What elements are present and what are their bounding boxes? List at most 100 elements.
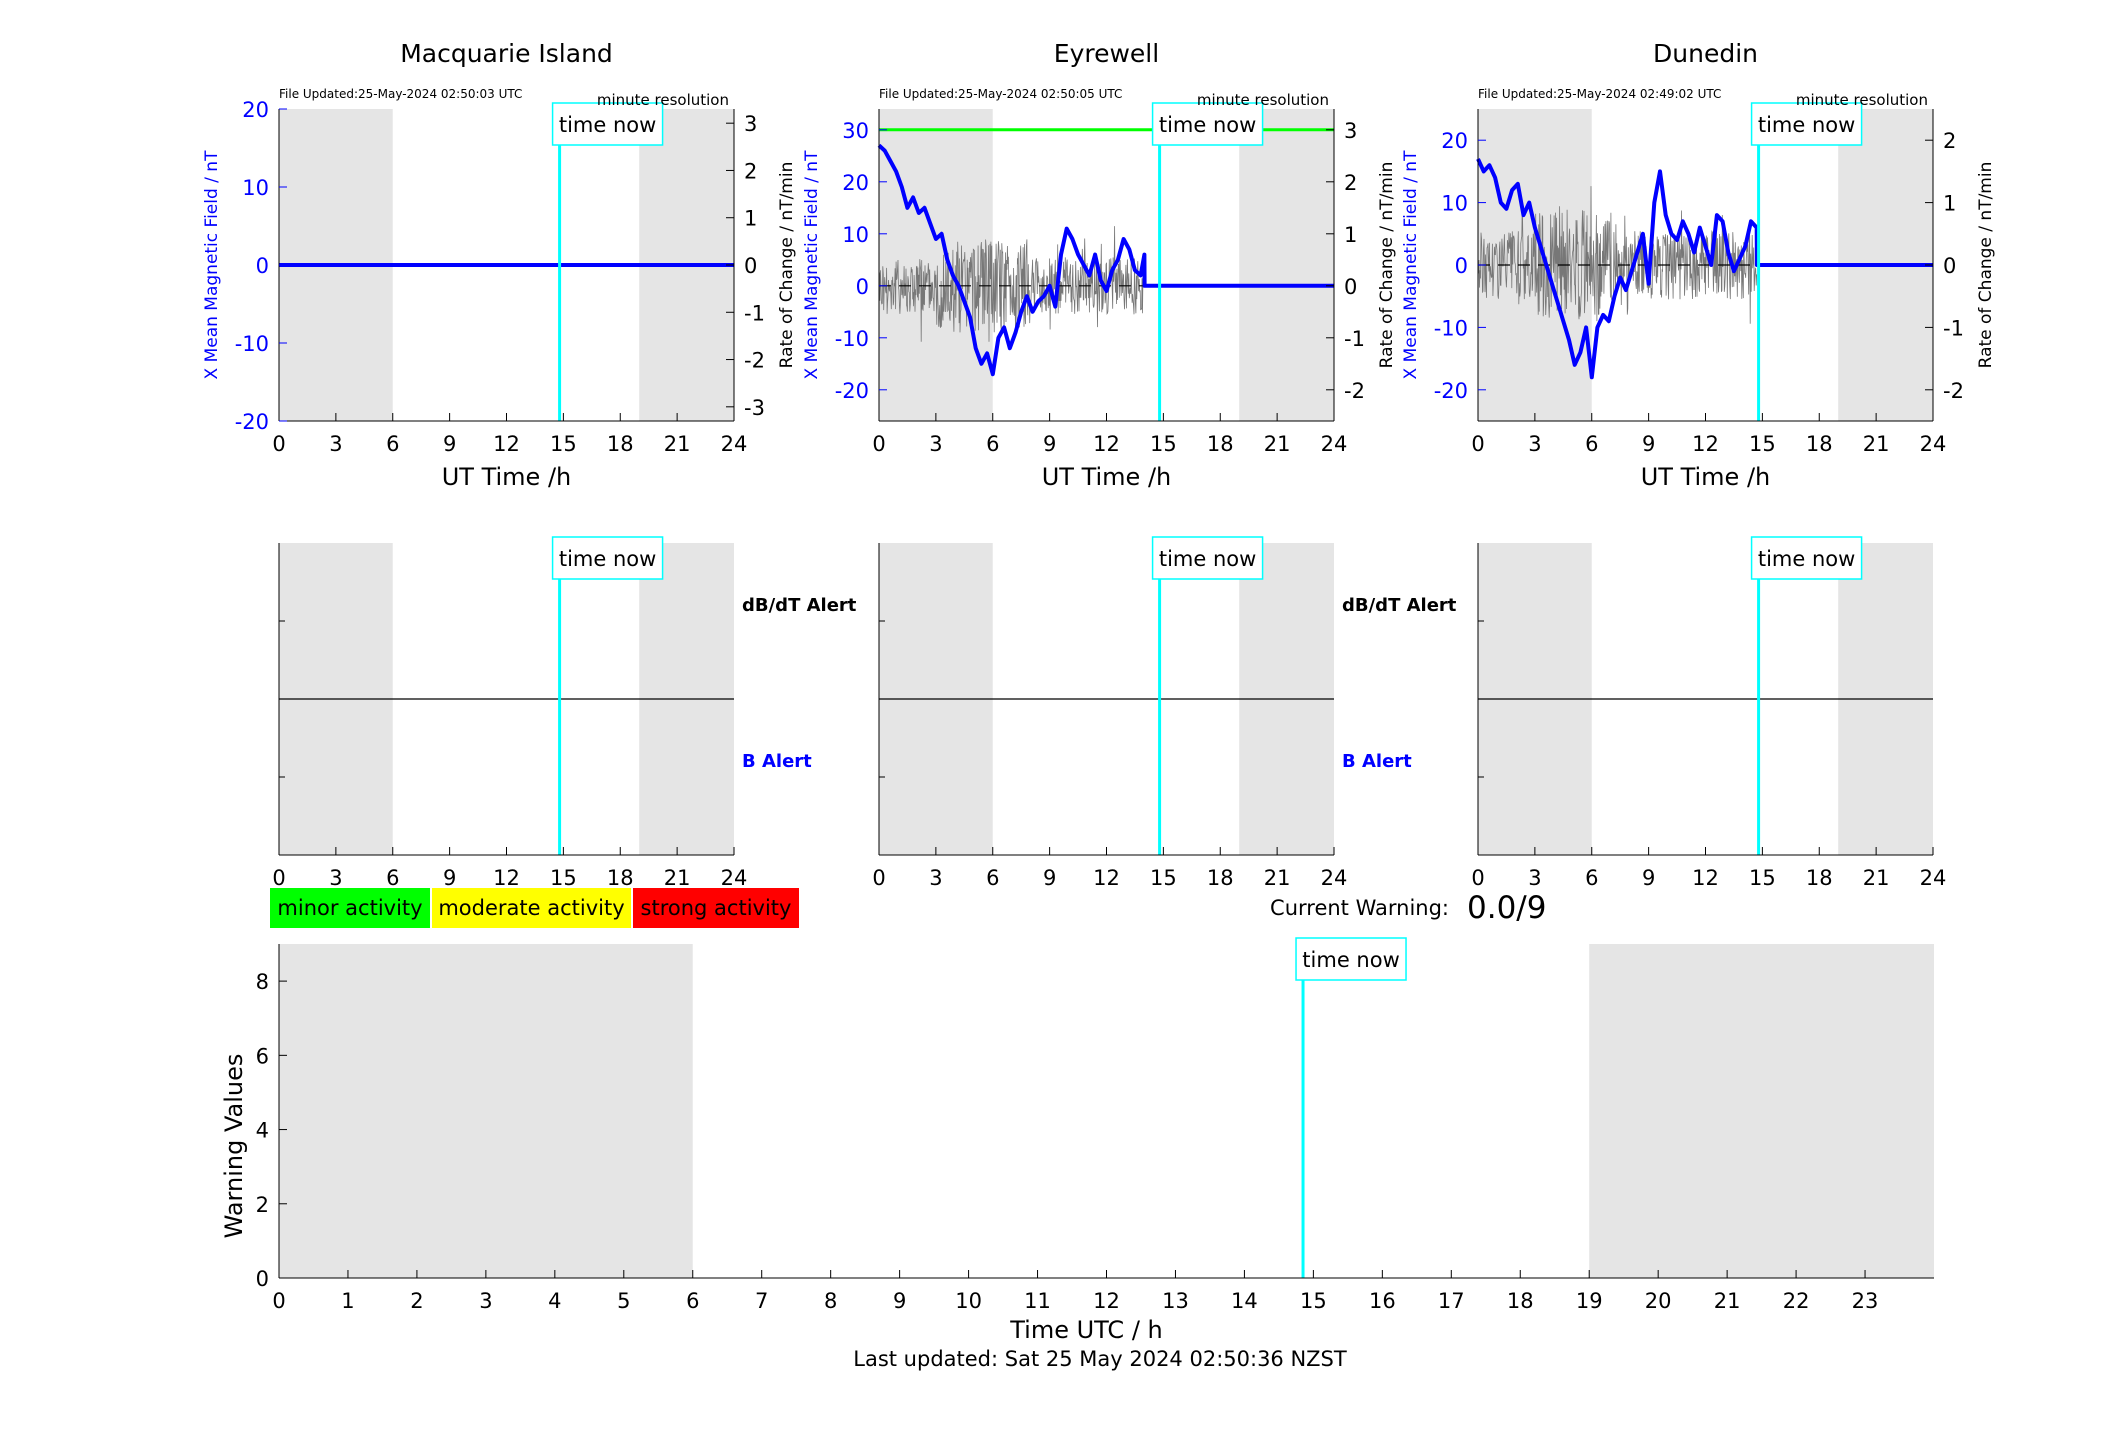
legend-label: minor activity [277, 896, 422, 920]
y-axis-label: X Mean Magnetic Field / nT [802, 150, 822, 380]
time-now-label: time now [1758, 547, 1855, 571]
y-tick-label: -10 [1434, 316, 1468, 340]
x-axis-label: UT Time /h [1641, 463, 1771, 491]
x-tick-label: 12 [1093, 1289, 1120, 1313]
time-now-label: time now [1302, 948, 1399, 972]
y-tick-label: 10 [842, 223, 869, 247]
time-now-label: time now [559, 113, 656, 137]
alert-panel-1: time now 0 3 6 9 12 15 18 21 24 dB/dT Alert B Alert [272, 536, 857, 890]
legend-swatch [432, 888, 631, 928]
x-tick-label: 18 [607, 866, 634, 890]
y-right-tick-label: -1 [1943, 316, 1964, 340]
x-tick-label: 15 [1150, 432, 1177, 456]
time-now-label: time now [1159, 113, 1256, 137]
x-tick-label: 8 [824, 1289, 837, 1313]
x-tick-label: 9 [443, 432, 456, 456]
y-right-tick-label: 2 [744, 159, 757, 183]
time-now-box [551, 102, 664, 146]
time-now-box [551, 536, 664, 580]
x-tick-label: 6 [1585, 866, 1598, 890]
x-tick-label: 3 [1528, 866, 1541, 890]
field-series-line [1476, 158, 1933, 380]
x-tick-label: 15 [550, 866, 577, 890]
x-tick-label: 4 [548, 1289, 561, 1313]
x-tick-label: 15 [550, 432, 577, 456]
y-right-tick-label: 0 [1943, 254, 1956, 278]
y-right-tick-label: -2 [1943, 379, 1964, 403]
time-now-box [1295, 937, 1407, 981]
y-tick-label: -10 [835, 327, 869, 351]
x-tick-label: 5 [617, 1289, 630, 1313]
y-right-tick-label: 1 [1344, 223, 1357, 247]
y-tick-label: -10 [235, 332, 269, 356]
x-tick-label: 3 [929, 432, 942, 456]
x-tick-label: 3 [1528, 432, 1541, 456]
current-warning-value: 0.0/9 [1467, 890, 1546, 926]
legend-item-moderate: moderate activity [432, 888, 631, 928]
y-axis-label: X Mean Magnetic Field / nT [1401, 150, 1421, 380]
current-warning: Current Warning: 0.0/9 [1270, 890, 1546, 926]
y-tick-label: 8 [256, 970, 269, 994]
x-tick-label: 3 [929, 866, 942, 890]
x-tick-label: 16 [1369, 1289, 1396, 1313]
time-now-label: time now [559, 547, 656, 571]
x-axis-label: UT Time /h [1042, 463, 1172, 491]
y-right-tick-label: 1 [1943, 192, 1956, 216]
y-right-tick-label: 2 [1943, 129, 1956, 153]
x-axis-label: Time UTC / h [1009, 1316, 1163, 1344]
x-tick-label: 10 [955, 1289, 982, 1313]
file-updated-note: File Updated:25-May-2024 02:49:02 UTC [1478, 87, 1721, 101]
x-tick-label: 12 [1692, 432, 1719, 456]
y-tick-label: 20 [242, 98, 269, 122]
legend-swatch [633, 888, 799, 928]
x-tick-label: 9 [1642, 432, 1655, 456]
y-tick-label: -20 [835, 379, 869, 403]
file-updated-note: File Updated:25-May-2024 02:50:03 UTC [279, 87, 522, 101]
night-shading-band [1589, 944, 1934, 1278]
y-right-tick-label: -1 [744, 301, 765, 325]
x-tick-label: 19 [1576, 1289, 1603, 1313]
y-tick-label: -20 [235, 410, 269, 434]
db-dt-alert-label: dB/dT Alert [1342, 595, 1457, 616]
time-now-label: time now [1758, 113, 1855, 137]
x-tick-label: 24 [1321, 866, 1348, 890]
x-tick-label: 15 [1300, 1289, 1327, 1313]
x-tick-label: 15 [1150, 866, 1177, 890]
x-tick-label: 9 [1043, 432, 1056, 456]
footer-last-updated: Last updated: Sat 25 May 2024 02:50:36 N… [853, 1347, 1347, 1371]
x-tick-label: 7 [755, 1289, 768, 1313]
time-now-box [1151, 536, 1264, 580]
legend-label: strong activity [641, 896, 792, 920]
x-tick-label: 6 [986, 866, 999, 890]
night-shading-band [1239, 109, 1334, 421]
x-tick-label: 21 [1714, 1289, 1741, 1313]
x-tick-label: 23 [1852, 1289, 1879, 1313]
x-tick-label: 18 [1507, 1289, 1534, 1313]
legend-item-minor: minor activity [270, 888, 430, 928]
x-tick-label: 9 [1043, 866, 1056, 890]
x-tick-label: 0 [272, 432, 285, 456]
panel-title: Dunedin [1653, 39, 1758, 68]
db-dt-alert-label: dB/dT Alert [742, 595, 857, 616]
x-tick-label: 12 [1692, 866, 1719, 890]
y-tick-label: 10 [1441, 192, 1468, 216]
y-tick-label: 30 [842, 119, 869, 143]
y-right-tick-label: 2 [1344, 171, 1357, 195]
x-tick-label: 0 [1471, 432, 1484, 456]
y-tick-label: -20 [1434, 379, 1468, 403]
legend-label: moderate activity [438, 896, 624, 920]
x-tick-label: 24 [1321, 432, 1348, 456]
file-updated-note: File Updated:25-May-2024 02:50:05 UTC [879, 87, 1122, 101]
y-right-tick-label: 3 [744, 112, 757, 136]
x-axis-label: UT Time /h [442, 463, 572, 491]
x-tick-label: 12 [1093, 432, 1120, 456]
b-alert-label: B Alert [1342, 751, 1412, 772]
y-right-tick-label: -3 [744, 396, 765, 420]
x-tick-label: 12 [493, 432, 520, 456]
x-tick-label: 3 [329, 866, 342, 890]
